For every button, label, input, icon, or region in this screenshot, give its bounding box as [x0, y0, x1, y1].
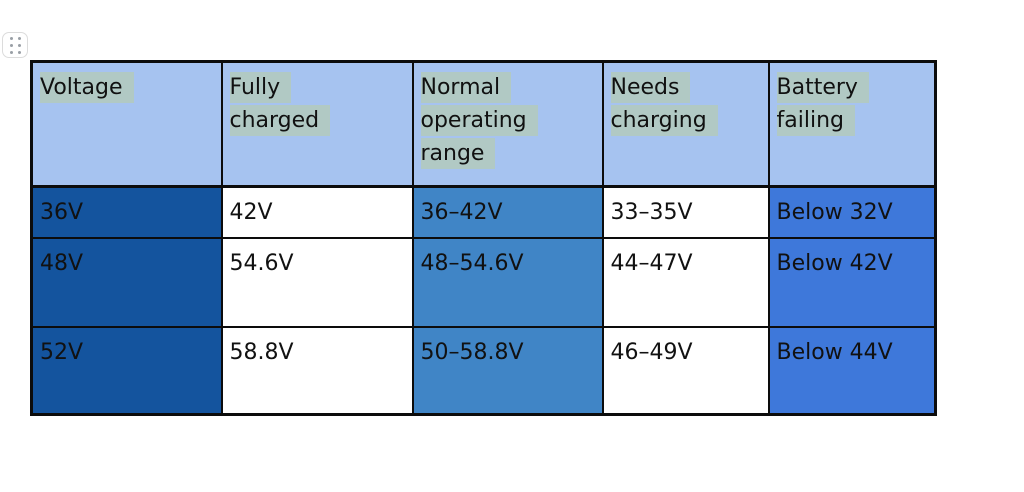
table-cell[interactable]: Below 42V [767, 236, 937, 328]
cell-text: 36–42V [420, 200, 503, 225]
table-cell[interactable]: 50–58.8V [411, 325, 604, 416]
table-cell[interactable]: 36–42V [411, 185, 604, 239]
table-cell[interactable]: 48–54.6V [411, 236, 604, 328]
header-row: Voltage Fully charged Normal operating r… [30, 60, 937, 188]
cell-text: 33–35V [610, 200, 693, 225]
header-cell-needs-charging[interactable]: Needs charging [601, 60, 770, 188]
cell-text: 50–58.8V [420, 339, 524, 365]
header-cell-voltage[interactable]: Voltage [30, 60, 223, 188]
table-row-48v: 48V 54.6V 48–54.6V 44–47V Below 42V [30, 236, 937, 328]
cell-text: 42V [229, 200, 273, 225]
table-cell[interactable]: Below 32V [767, 185, 937, 239]
cell-text: 48–54.6V [420, 250, 524, 276]
table-row-52v: 52V 58.8V 50–58.8V 46–49V Below 44V [30, 325, 937, 416]
cell-text: 36V [40, 200, 84, 225]
battery-voltage-table: Voltage Fully charged Normal operating r… [30, 60, 937, 416]
header-label-voltage: Voltage [40, 72, 134, 103]
header-label-fully-charged: Fully charged [229, 72, 331, 136]
table-cell[interactable]: 48V [30, 236, 223, 328]
table-cell[interactable]: 42V [220, 185, 414, 239]
cell-text: 48V [40, 250, 84, 276]
header-label-battery-failing: Battery failing [776, 72, 869, 136]
cell-text: 58.8V [229, 339, 294, 365]
cell-text: Below 42V [776, 250, 893, 276]
table-cell[interactable]: Below 44V [767, 325, 937, 416]
cell-text: Below 44V [776, 339, 893, 365]
cell-text: Below 32V [776, 200, 893, 225]
table-row-36v: 36V 42V 36–42V 33–35V Below 32V [30, 185, 937, 239]
table-cell[interactable]: 46–49V [601, 325, 770, 416]
table-cell[interactable]: 36V [30, 185, 223, 239]
six-dot-grid-icon [9, 36, 21, 54]
header-cell-battery-failing[interactable]: Battery failing [767, 60, 937, 188]
table-cell[interactable]: 33–35V [601, 185, 770, 239]
header-label-normal-operating-range: Normal operating range [420, 72, 538, 169]
cell-text: 44–47V [610, 250, 693, 276]
block-drag-handle[interactable] [2, 32, 28, 58]
table-cell[interactable]: 44–47V [601, 236, 770, 328]
table-cell[interactable]: 54.6V [220, 236, 414, 328]
cell-text: 54.6V [229, 250, 294, 276]
table-cell[interactable]: 52V [30, 325, 223, 416]
table-cell[interactable]: 58.8V [220, 325, 414, 416]
header-label-needs-charging: Needs charging [610, 72, 718, 136]
header-cell-fully-charged[interactable]: Fully charged [220, 60, 414, 188]
header-cell-normal-operating-range[interactable]: Normal operating range [411, 60, 604, 188]
cell-text: 52V [40, 339, 84, 365]
cell-text: 46–49V [610, 339, 693, 365]
